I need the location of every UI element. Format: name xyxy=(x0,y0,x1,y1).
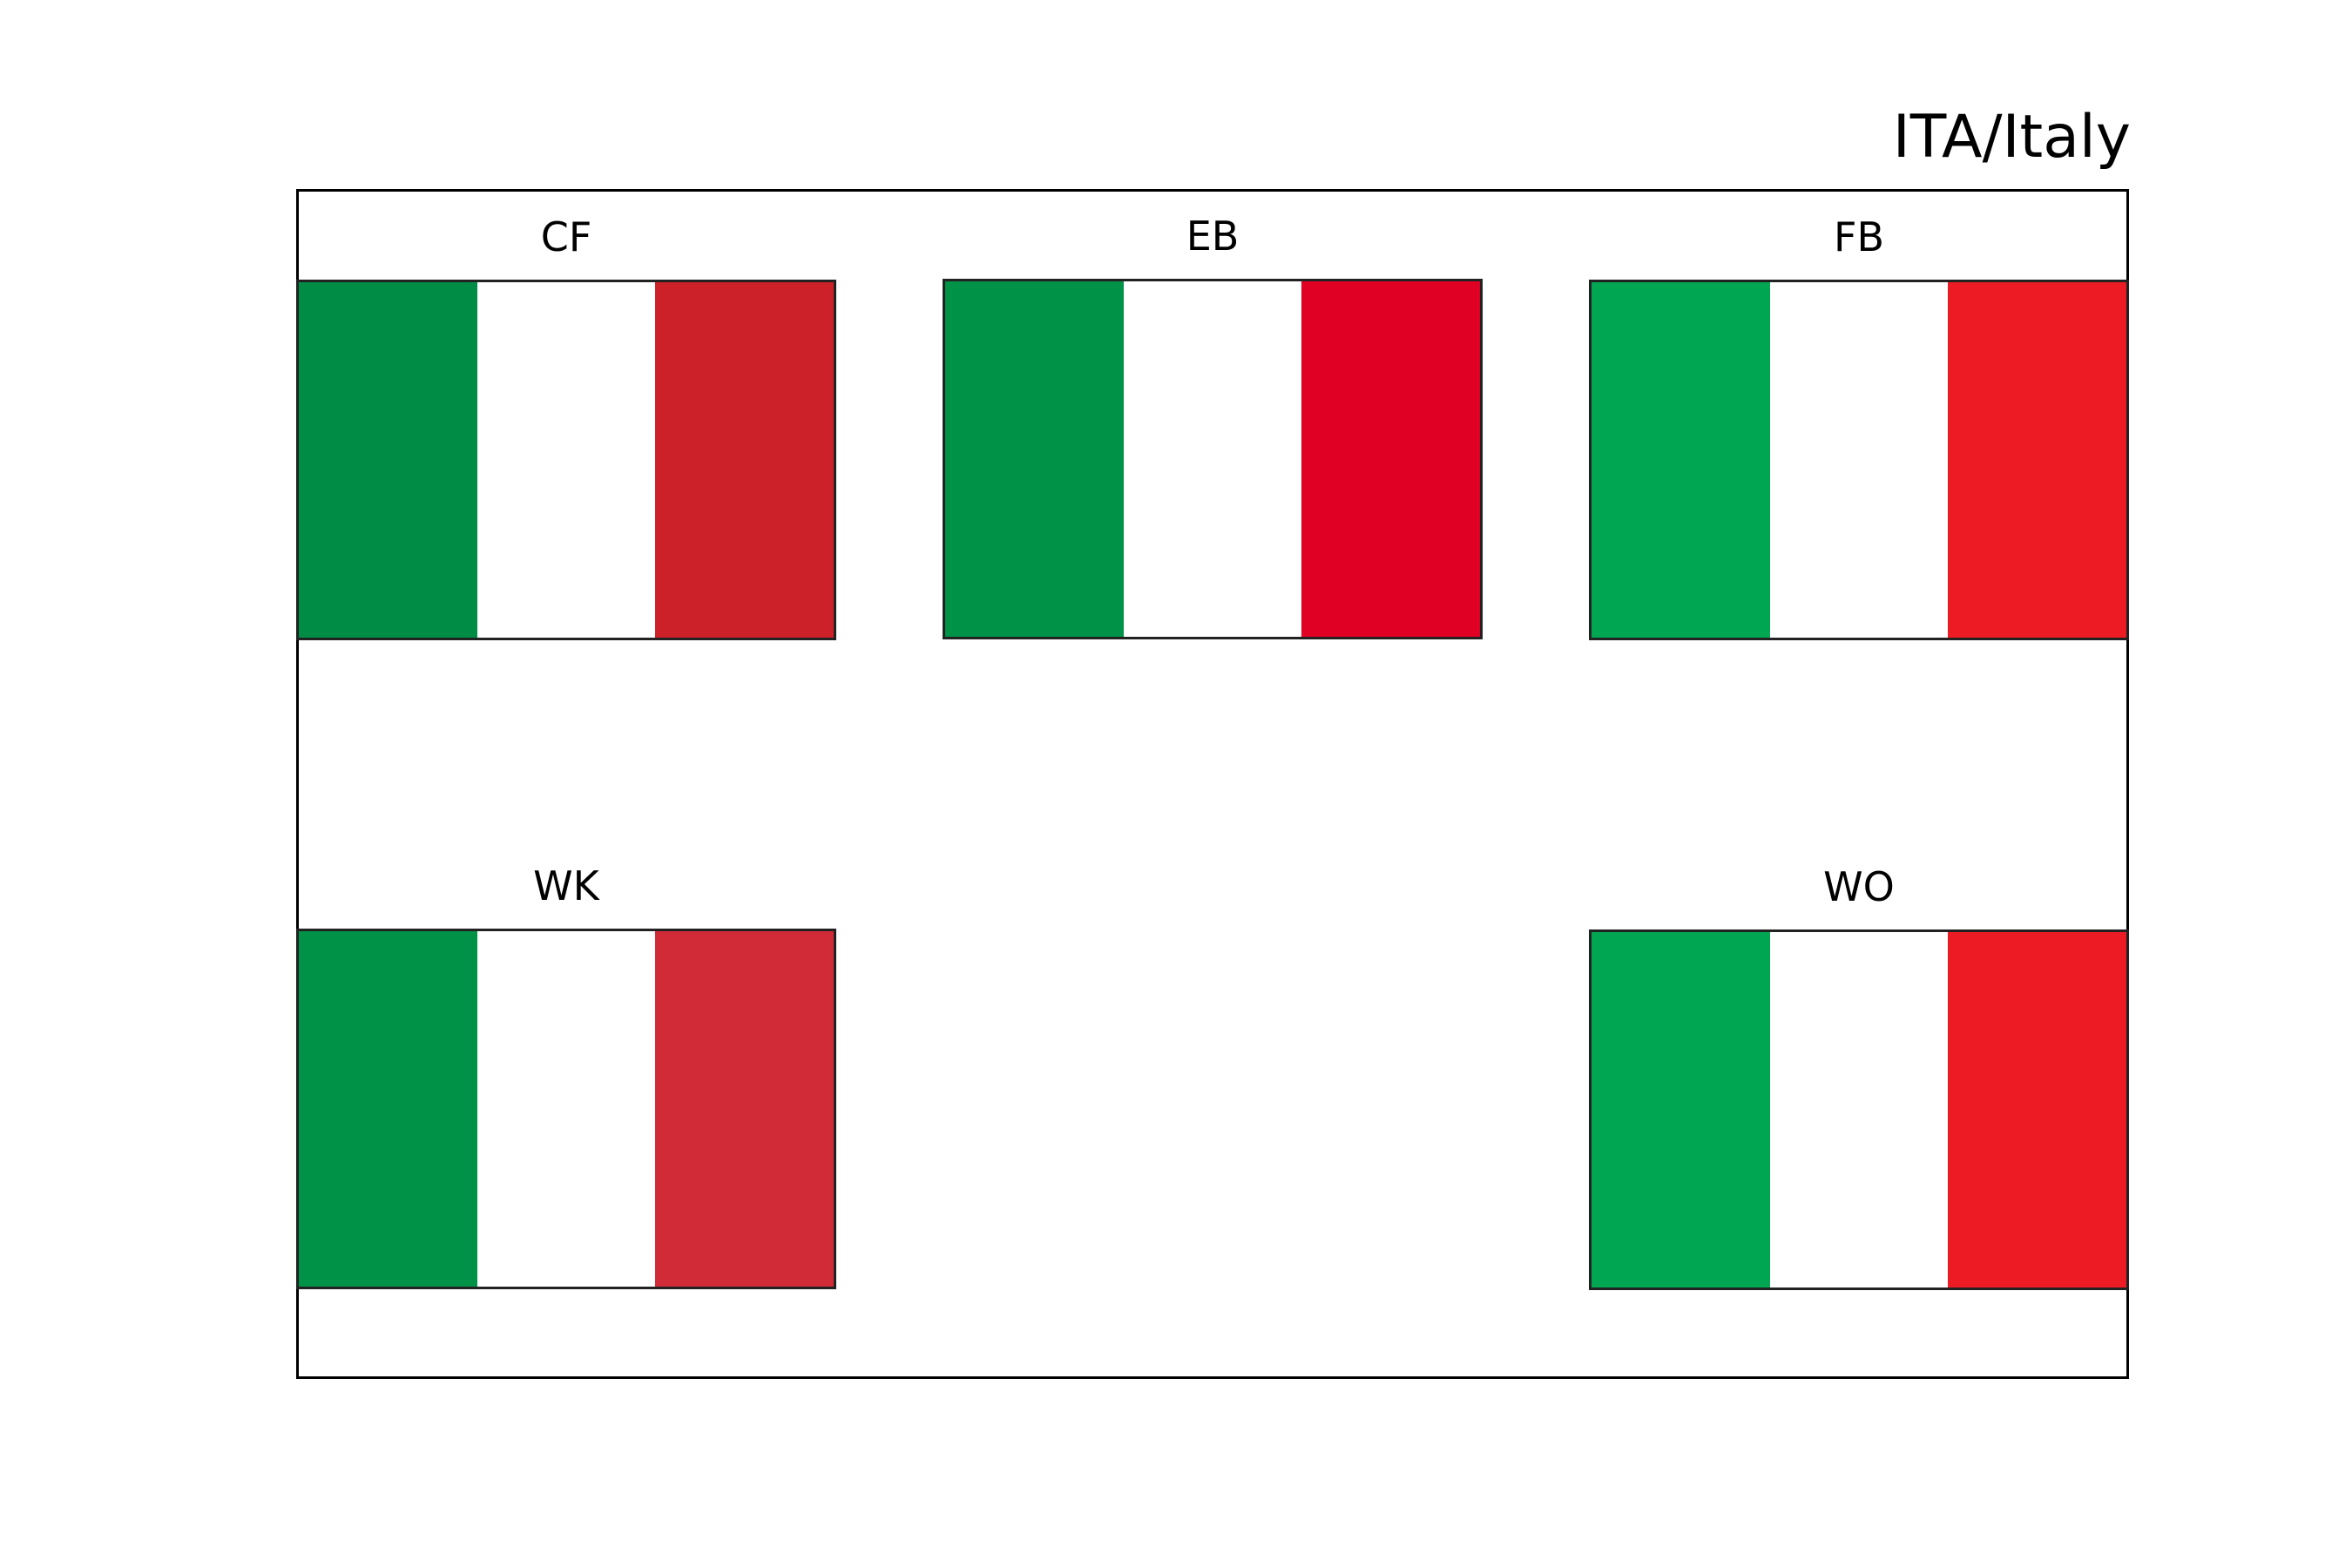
flag-image xyxy=(1589,280,2129,640)
red-stripe xyxy=(655,282,835,638)
flag-image xyxy=(296,929,836,1289)
flag-label: CF xyxy=(540,213,592,260)
red-stripe xyxy=(1948,282,2127,638)
page-title: ITA/Italy xyxy=(1892,103,2131,172)
white-stripe xyxy=(1123,281,1302,637)
green-stripe xyxy=(1592,932,1770,1288)
white-stripe xyxy=(1769,932,1949,1288)
green-stripe xyxy=(1592,282,1770,638)
flag-label: WO xyxy=(1823,863,1895,910)
flag-cell-wo: WO xyxy=(1589,867,2129,1290)
flag-cell-fb: FB xyxy=(1589,217,2129,640)
red-stripe xyxy=(655,931,835,1287)
flags-panel xyxy=(296,189,2129,1379)
red-stripe xyxy=(1301,281,1481,637)
flag-cell-wk: WK xyxy=(296,866,836,1289)
white-stripe xyxy=(476,931,656,1287)
red-stripe xyxy=(1948,932,2127,1288)
flag-label: FB xyxy=(1833,213,1885,260)
flag-label: EB xyxy=(1186,213,1240,260)
green-stripe xyxy=(945,281,1124,637)
flag-image xyxy=(1589,929,2129,1290)
flag-image xyxy=(943,279,1483,639)
green-stripe xyxy=(299,931,477,1287)
flag-image xyxy=(296,280,836,640)
flag-cell-eb: EB xyxy=(943,216,1483,639)
flag-label: WK xyxy=(533,862,599,909)
flag-cell-cf: CF xyxy=(296,217,836,640)
green-stripe xyxy=(299,282,477,638)
white-stripe xyxy=(1769,282,1949,638)
white-stripe xyxy=(476,282,656,638)
